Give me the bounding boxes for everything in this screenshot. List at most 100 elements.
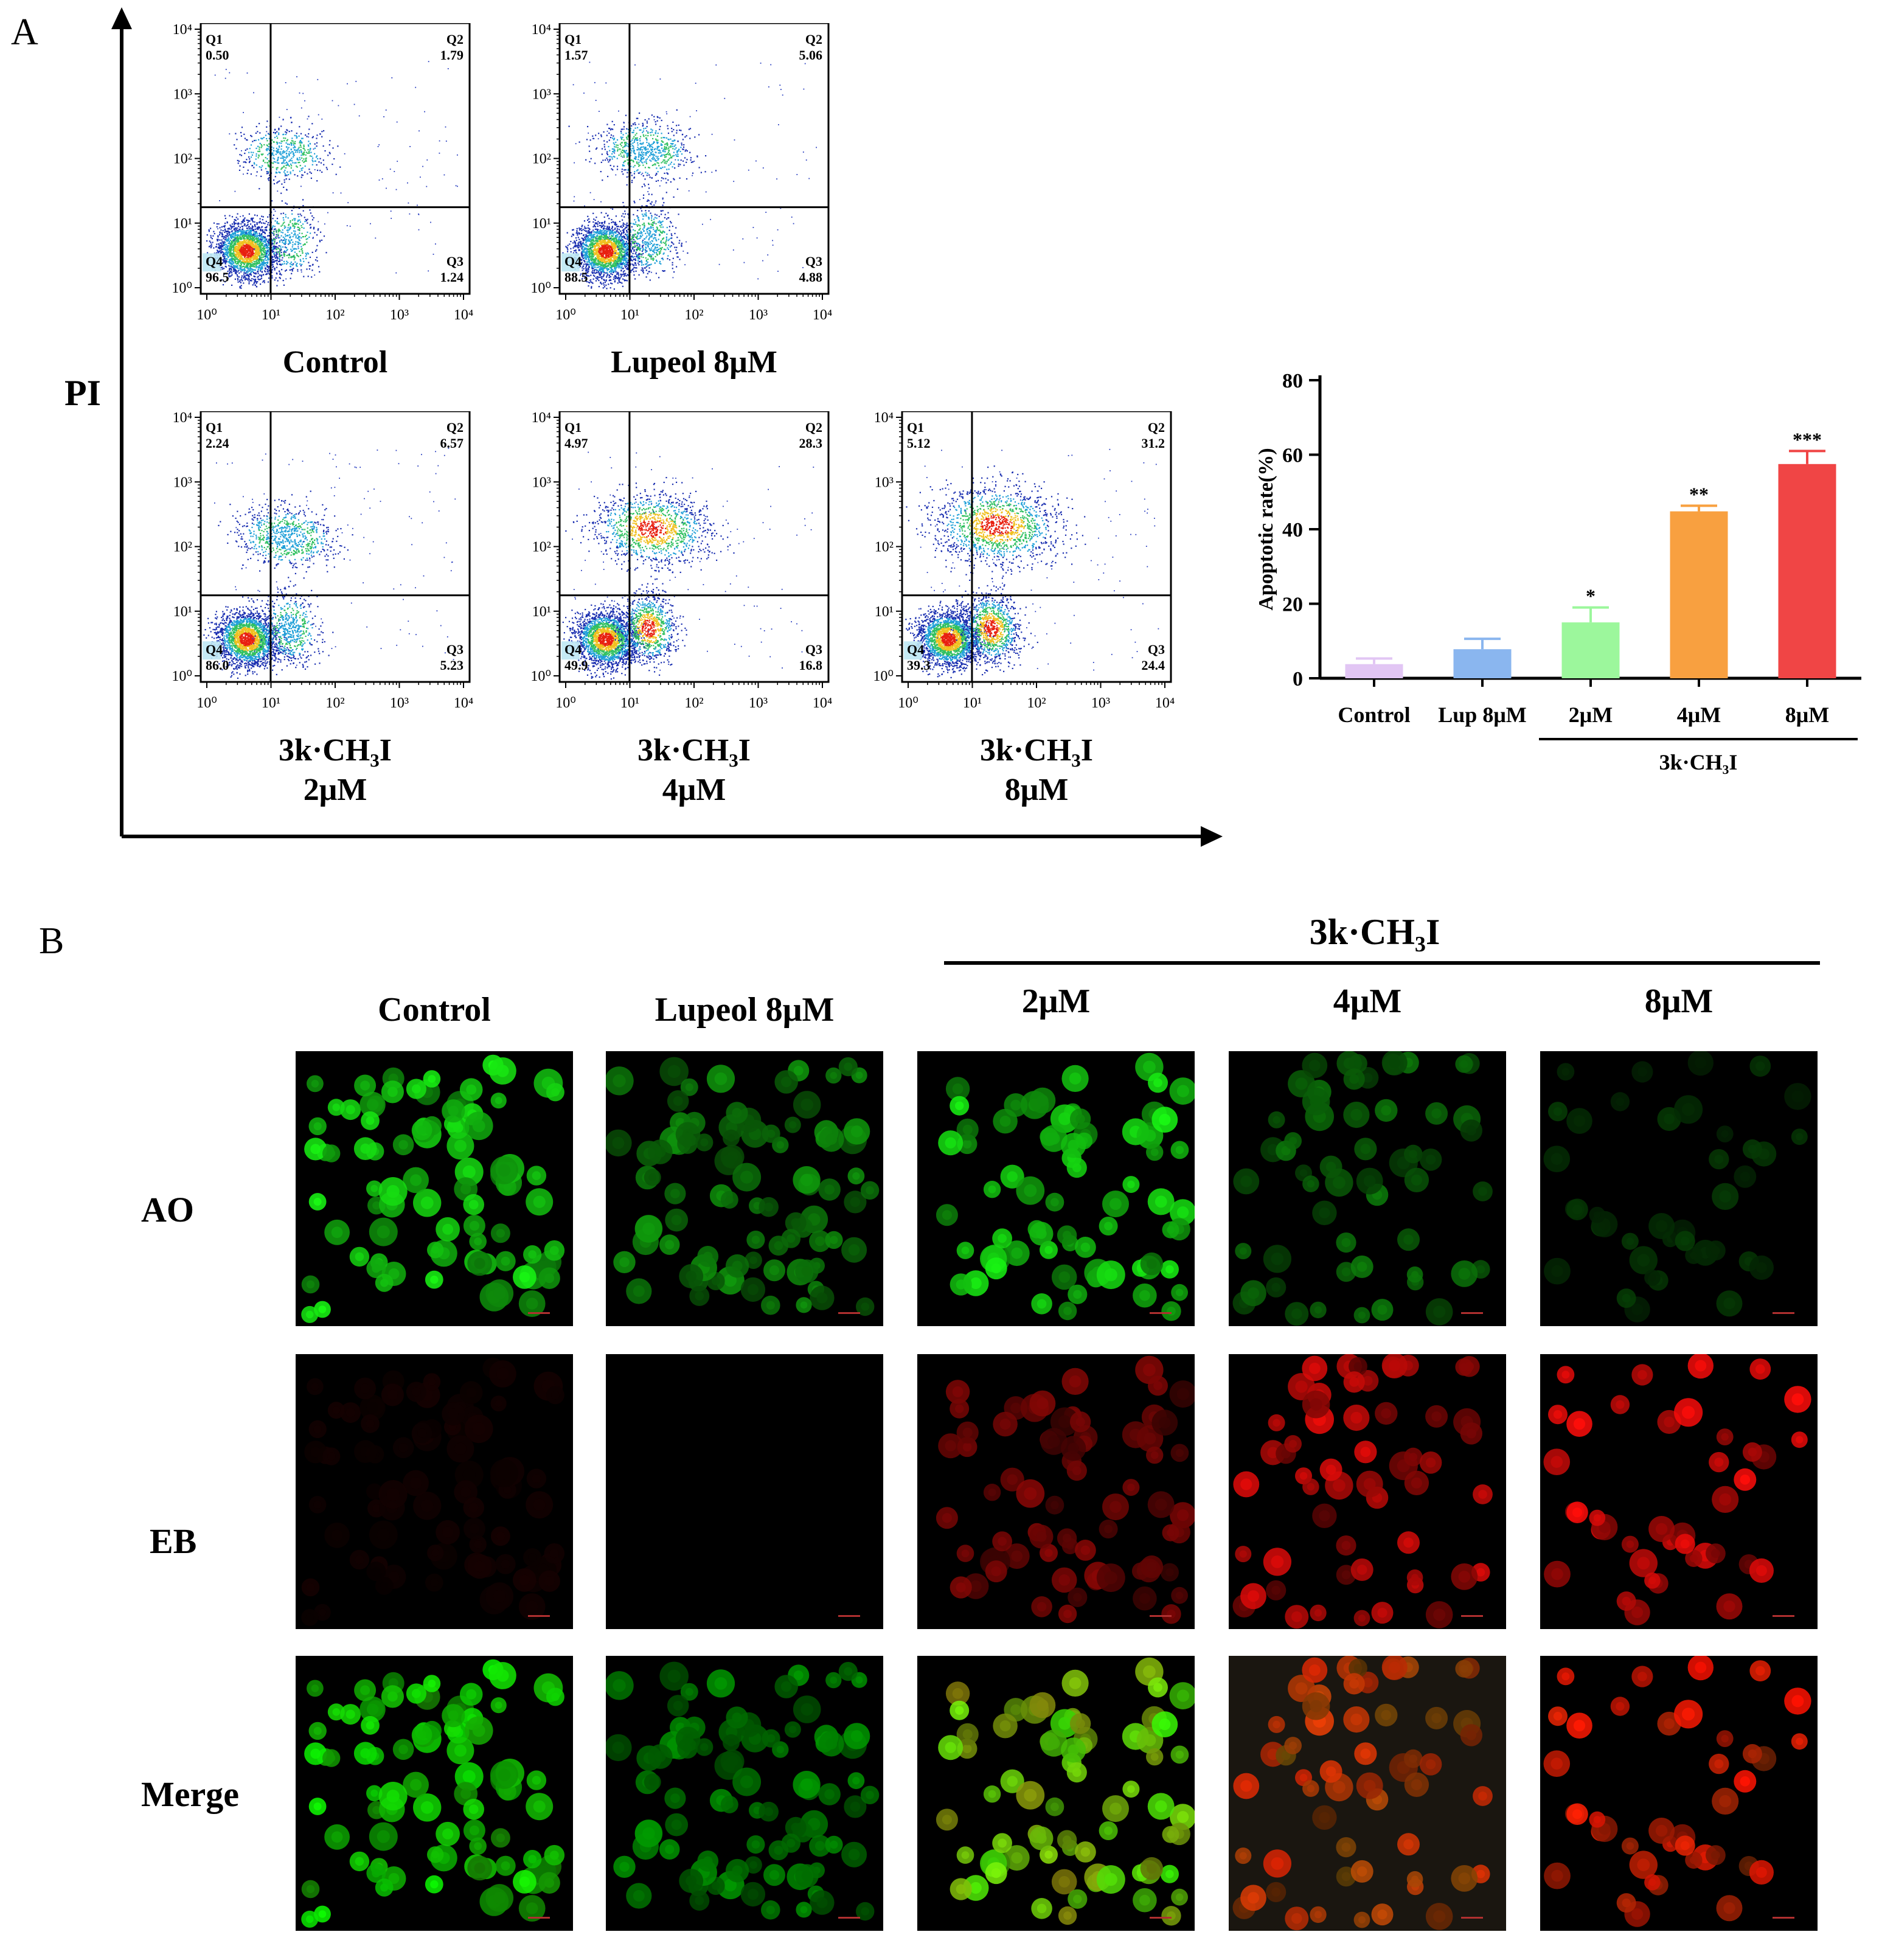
y-tick-label: 10² <box>875 540 894 555</box>
panel-b-group-label: 3k·CH₃I <box>949 911 1801 953</box>
bar-category-label-1: Lup 8μM <box>1438 703 1526 727</box>
significance-2: * <box>1586 585 1596 607</box>
quadrant-q1-value: 2.24 <box>206 436 229 451</box>
x-tick-label: 10³ <box>390 695 409 711</box>
y-tick-label: 10⁰ <box>172 280 192 296</box>
quadrant-q2-value: 6.57 <box>440 436 464 451</box>
apoptotic-rate-bar-chart: 0 20 40 60 80 Apoptotic rate(%) Control Lup 8μM… <box>1255 370 1861 774</box>
bar-4 <box>1778 464 1836 678</box>
significance-4: *** <box>1793 428 1822 450</box>
x-tick-label: 10² <box>1027 695 1046 711</box>
quadrant-q3-value: 1.24 <box>440 269 464 285</box>
column-header-4: 8μM <box>1522 982 1836 1021</box>
quadrant-q3-value: 24.4 <box>1142 658 1165 673</box>
micrograph-ao-3 <box>1229 1051 1506 1326</box>
y-tick-label: 10⁴ <box>173 411 192 426</box>
quadrant-q4-name: Q4 <box>206 642 223 657</box>
scale-bar <box>1150 1917 1172 1919</box>
pi-axis-label: PI <box>64 372 101 414</box>
y-tick-label: 10³ <box>875 474 894 490</box>
quadrant-q2-value: 5.06 <box>799 47 823 63</box>
y-tick-label: 10³ <box>532 86 551 102</box>
column-header-0: Control <box>277 990 591 1029</box>
quadrant-q2-name: Q2 <box>805 32 822 47</box>
bar-category-label-2: 2μM <box>1569 703 1613 727</box>
significance-3: ** <box>1689 483 1709 505</box>
bar-y-axis-label: Apoptotic rate(%) <box>1255 448 1277 610</box>
quadrant-q4-value: 96.5 <box>206 269 229 285</box>
scale-bar <box>838 1917 860 1919</box>
quadrant-q2-name: Q2 <box>1148 420 1165 435</box>
bar-2 <box>1561 622 1620 678</box>
quadrant-q1-value: 5.12 <box>907 436 931 451</box>
quadrant-q4-name: Q4 <box>564 642 582 657</box>
x-tick-label: 10⁴ <box>1155 695 1175 711</box>
micrograph-ao-4 <box>1540 1051 1818 1326</box>
scale-bar <box>1150 1312 1172 1314</box>
bar-category-label-3: 4μM <box>1677 703 1721 727</box>
y-tick-label: 10⁰ <box>172 669 192 684</box>
quadrant-q2-name: Q2 <box>446 420 464 435</box>
bar-y-tick-label: 60 <box>1282 445 1303 467</box>
y-tick-label: 10¹ <box>532 216 551 232</box>
x-tick-label: 10⁰ <box>555 307 576 323</box>
x-tick-label: 10² <box>684 695 703 711</box>
y-tick-label: 10¹ <box>875 604 894 620</box>
quadrant-q3-name: Q3 <box>1148 642 1165 657</box>
micrograph-eb-3 <box>1229 1354 1506 1629</box>
flow-plot-label-line: 8μM <box>866 770 1207 810</box>
y-tick-label: 10⁴ <box>532 23 551 38</box>
row-header-merge: Merge <box>141 1774 239 1815</box>
scale-bar <box>838 1615 860 1617</box>
y-tick-label: 10² <box>532 540 551 555</box>
panel-a-axes <box>111 7 1223 847</box>
y-tick-label: 10⁴ <box>532 411 551 426</box>
y-tick-label: 10² <box>532 151 551 167</box>
flow-plot-label-c8: 3k·CH₃I 8μM <box>866 731 1207 810</box>
x-tick-label: 10² <box>684 307 703 323</box>
scale-bar <box>1150 1615 1172 1617</box>
scale-bar <box>528 1917 550 1919</box>
x-tick-label: 10¹ <box>262 307 280 323</box>
scale-bar <box>1773 1312 1794 1314</box>
quadrant-q4-name: Q4 <box>206 254 223 269</box>
y-tick-label: 10⁴ <box>173 23 192 38</box>
quadrant-q2-value: 1.79 <box>440 47 464 63</box>
quadrant-q3-value: 5.23 <box>440 658 464 673</box>
quadrant-q1-value: 0.50 <box>206 47 229 63</box>
panel-letter-b: B <box>39 920 64 963</box>
x-tick-label: 10² <box>325 307 344 323</box>
quadrant-q1-name: Q1 <box>206 32 223 47</box>
quadrant-q2-value: 31.2 <box>1142 436 1165 451</box>
panel-b-group-line <box>944 961 1820 965</box>
micrograph-eb-1 <box>606 1354 883 1629</box>
y-tick-label: 10³ <box>173 474 192 490</box>
y-tick-label: 10¹ <box>532 604 551 620</box>
quadrant-q3-name: Q3 <box>446 254 464 269</box>
flow-plot-label-lupeol: Lupeol 8μM <box>523 342 865 382</box>
flow-plot-label-line: 3k·CH₃I <box>164 731 506 770</box>
scale-bar <box>528 1312 550 1314</box>
scale-bar <box>1773 1917 1794 1919</box>
x-tick-label: 10³ <box>749 307 768 323</box>
bar-category-label-0: Control <box>1338 703 1410 727</box>
flow-plot-label-line: 4μM <box>523 770 865 810</box>
x-tick-label: 10⁴ <box>813 695 832 711</box>
y-tick-label: 10³ <box>532 474 551 490</box>
x-tick-label: 10¹ <box>963 695 982 711</box>
flow-plot-label-line: Lupeol 8μM <box>523 342 865 382</box>
micrograph-ao-1 <box>606 1051 883 1326</box>
row-header-ao: AO <box>141 1189 194 1230</box>
x-tick-label: 10⁴ <box>813 307 832 323</box>
x-tick-label: 10¹ <box>262 695 280 711</box>
micrograph-merge-3 <box>1229 1656 1506 1931</box>
x-tick-label: 10³ <box>390 307 409 323</box>
micrograph-merge-1 <box>606 1656 883 1931</box>
y-tick-label: 10⁰ <box>530 280 551 296</box>
flow-plot-label-line: 2μM <box>164 770 506 810</box>
quadrant-q4-value: 88.5 <box>564 269 588 285</box>
x-tick-label: 10⁰ <box>196 695 217 711</box>
x-tick-label: 10⁰ <box>898 695 918 711</box>
